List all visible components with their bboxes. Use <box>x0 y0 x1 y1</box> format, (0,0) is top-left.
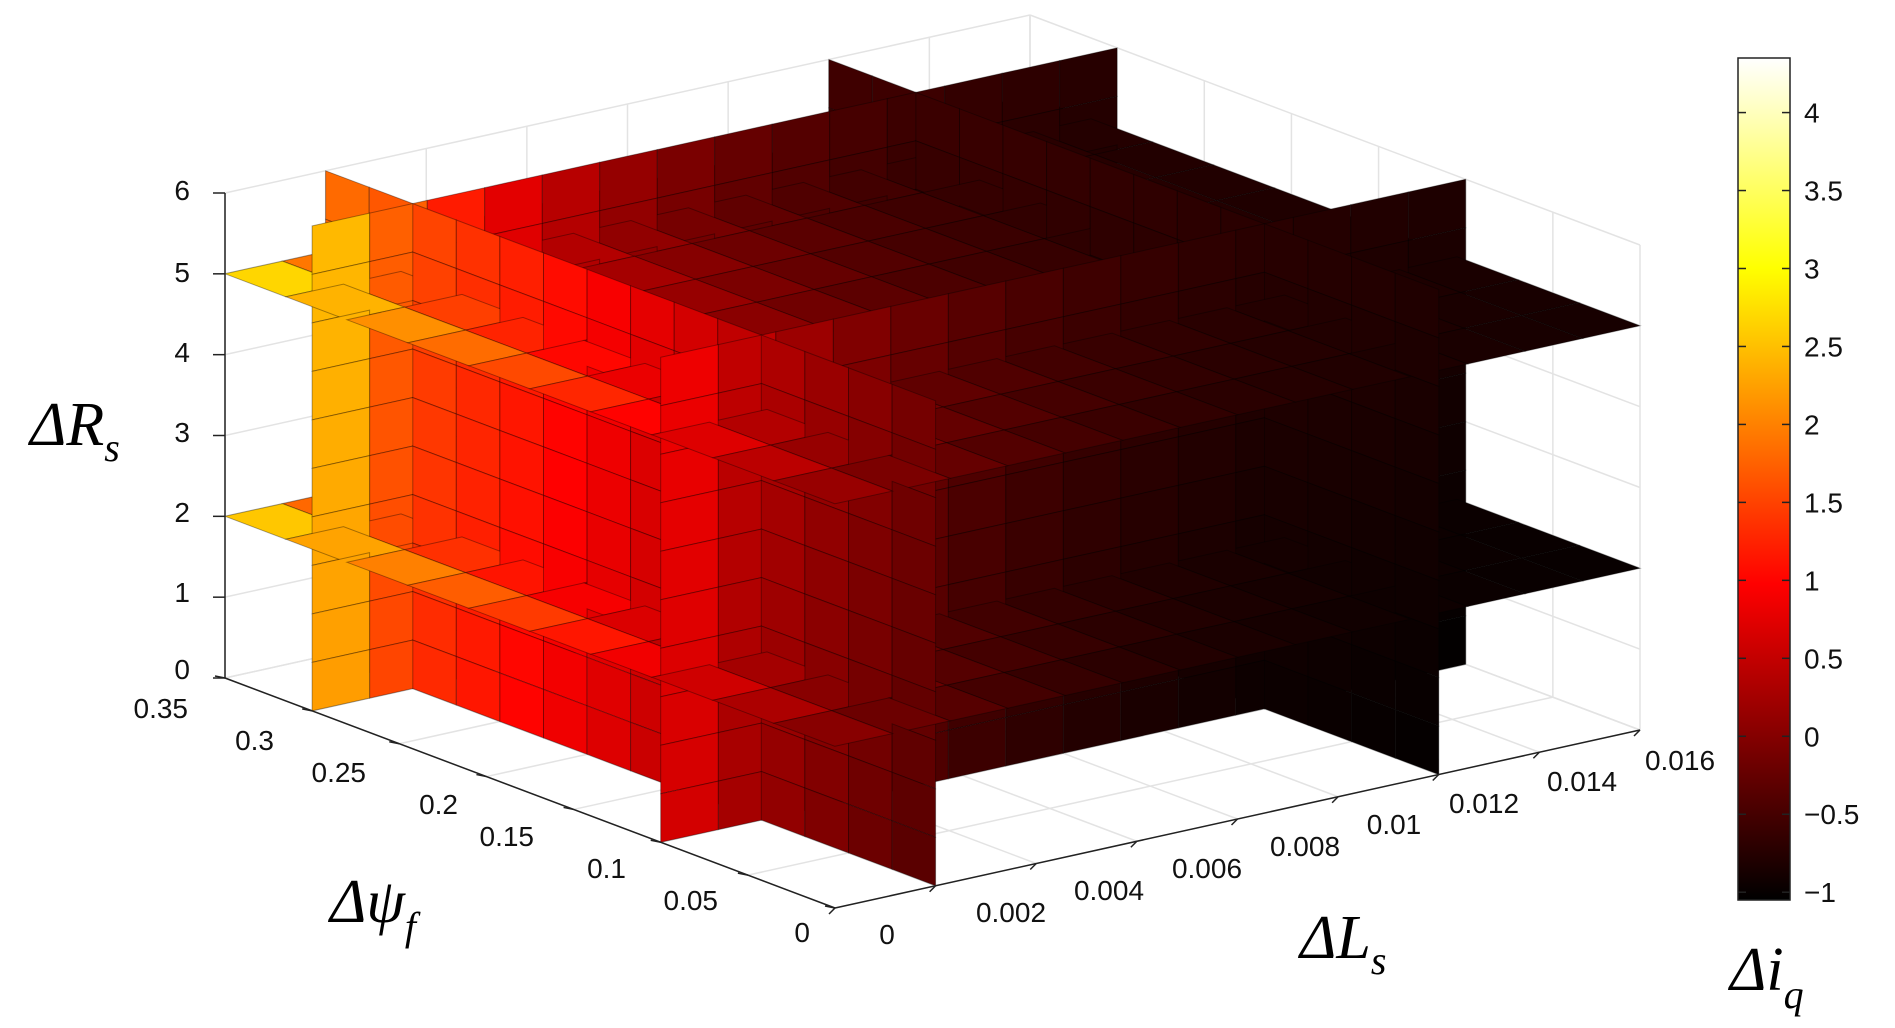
colorbar-tick-marks <box>1738 111 1790 893</box>
colorbar-tick-label: 0.5 <box>1804 643 1843 674</box>
slice-cell <box>1174 378 1297 416</box>
slice-cell <box>660 489 719 552</box>
slice-cell <box>467 595 590 632</box>
x-tick-mark <box>1029 862 1037 871</box>
slice-cell <box>751 253 874 291</box>
slice-cell <box>660 537 719 601</box>
x-tick-mark <box>1230 818 1239 826</box>
slice-cell <box>311 600 371 664</box>
y-tick-mark <box>476 773 487 778</box>
z-tick-label: 0 <box>174 654 190 685</box>
slice-cell <box>528 618 651 655</box>
x-tick-mark <box>1432 773 1440 782</box>
colorbar: −1 −0.5 0 0.5 1 1.5 2 2.5 3 3.5 4 Δiq <box>1727 57 1859 1017</box>
x-tick-label: 0.002 <box>976 897 1046 928</box>
x-axis-label: ΔLs <box>1297 904 1386 983</box>
y-tick-label: 0.3 <box>235 725 274 756</box>
slice-cell <box>693 265 816 303</box>
slice-cell <box>632 242 755 280</box>
slice-cell <box>1117 391 1240 429</box>
slice-cell <box>311 454 371 518</box>
colorbar-tick-label: 3 <box>1804 254 1820 285</box>
slice-cell <box>660 586 719 649</box>
slice-cell <box>1394 708 1440 776</box>
y-tick-mark <box>824 905 836 909</box>
z-tick-labels: 0 1 2 3 4 5 6 <box>174 175 190 685</box>
x-tick-label: 0 <box>879 919 895 950</box>
y-axis-label: Δψf <box>327 868 421 949</box>
x-tick-label: 0.008 <box>1270 831 1340 862</box>
x-tick-mark <box>1130 840 1138 848</box>
y-tick-label: 0.15 <box>480 821 535 852</box>
x-tick-mark <box>1532 751 1540 759</box>
slice-cell <box>524 339 647 377</box>
slice-cell <box>311 551 371 615</box>
colorbar-tick-label: 1 <box>1804 565 1820 596</box>
slice-surfaces <box>223 47 1642 887</box>
slice-cell <box>944 429 1067 467</box>
y-tick-label: 0.35 <box>134 693 189 724</box>
z-tick-label: 3 <box>174 417 190 448</box>
slice-cell <box>1462 314 1585 352</box>
slice-cell <box>650 664 773 701</box>
x-tick-mark <box>1331 796 1339 804</box>
z-tick-label: 5 <box>174 257 190 288</box>
x-tick-label: 0.016 <box>1645 745 1715 776</box>
slice-cell <box>1002 416 1125 454</box>
colorbar-tick-label: 2 <box>1804 409 1820 440</box>
z-tick-label: 4 <box>174 337 190 368</box>
colorbar-tick-label: −1 <box>1804 877 1836 908</box>
slice-cell <box>829 454 952 492</box>
x-tick-mark <box>1633 729 1641 737</box>
slice-cell <box>1232 365 1355 403</box>
z-tick-label: 6 <box>174 175 190 206</box>
slice-cell <box>772 467 895 505</box>
colorbar-tick-label: −0.5 <box>1804 799 1859 830</box>
x-tick-label: 0.012 <box>1449 788 1519 819</box>
colorbar-tick-labels: −1 −0.5 0 0.5 1 1.5 2 2.5 3 3.5 4 <box>1804 98 1859 909</box>
colorbar-label: Δiq <box>1727 936 1804 1017</box>
slice-cell <box>891 820 937 887</box>
colorbar-tick-label: 1.5 <box>1804 487 1843 518</box>
y-tick-mark <box>301 708 313 712</box>
y-tick-labels: 0 0.05 0.1 0.15 0.2 0.25 0.3 0.35 <box>134 693 811 948</box>
y-tick-label: 0 <box>794 917 810 948</box>
x-tick-mark <box>929 885 937 893</box>
y-tick-label: 0.2 <box>419 789 458 820</box>
x-tick-label: 0.01 <box>1367 809 1422 840</box>
x-tick-labels: 0 0.002 0.004 0.006 0.008 0.01 0.012 0.0… <box>879 745 1715 950</box>
y-tick-label: 0.1 <box>587 853 626 884</box>
y-tick-mark <box>563 806 574 811</box>
x-tick-label: 0.004 <box>1074 875 1144 906</box>
z-tick-label: 1 <box>174 577 190 608</box>
colorbar-tick-label: 3.5 <box>1804 176 1843 207</box>
slice-cell <box>711 687 834 724</box>
slice-cell <box>311 648 371 712</box>
z-axis-label: ΔRs <box>27 391 120 470</box>
y-tick-label: 0.05 <box>664 885 719 916</box>
slice-cell <box>772 710 895 747</box>
y-tick-mark <box>737 872 749 876</box>
z-tick-label: 2 <box>174 497 190 528</box>
y-axis-line <box>224 677 836 909</box>
y-tick-mark <box>389 740 400 745</box>
x-tick-mark <box>828 907 836 915</box>
x-tick-label: 0.014 <box>1547 766 1617 797</box>
colorbar-tick-label: 0 <box>1804 721 1820 752</box>
y-tick-label: 0.25 <box>312 757 367 788</box>
colorbar-tick-label: 4 <box>1804 98 1820 129</box>
slice-cell <box>660 731 719 795</box>
y-tick-mark <box>650 839 661 844</box>
grid-line <box>1029 14 1641 246</box>
grid-line <box>224 14 1031 194</box>
slice-cell <box>660 780 719 843</box>
colorbar-tick-label: 2.5 <box>1804 332 1843 363</box>
axes <box>213 192 1641 915</box>
slice-cell <box>1289 353 1412 390</box>
x-tick-label: 0.006 <box>1172 853 1242 884</box>
slice-cell <box>1059 403 1182 441</box>
colorbar-gradient <box>1737 57 1791 901</box>
slice-cell <box>1519 302 1642 340</box>
